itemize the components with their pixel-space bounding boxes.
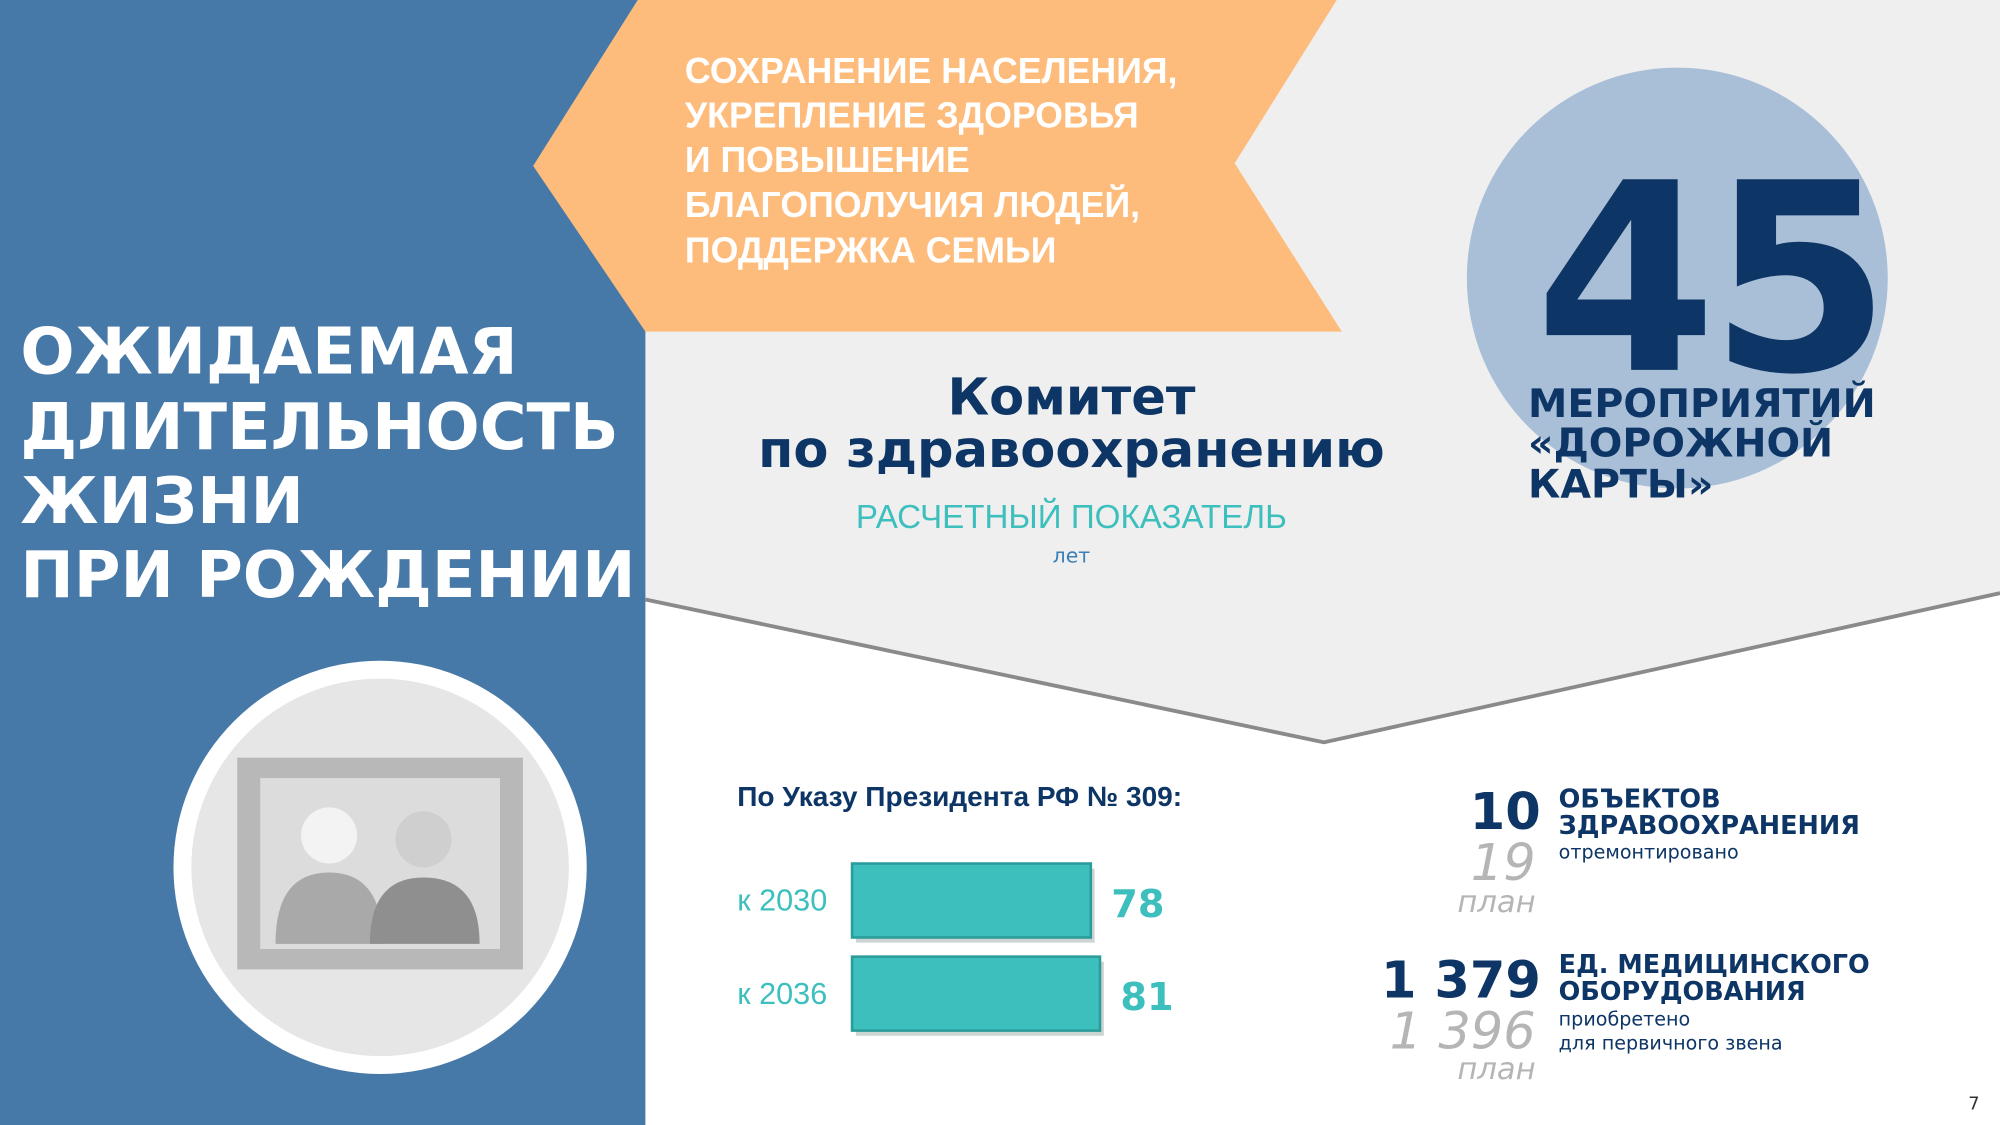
- stat-value: 1 379: [1381, 951, 1541, 1010]
- banner-text: УКРЕПЛЕНИЕ ЗДОРОВЬЯ: [685, 96, 1139, 136]
- stat-title: ОБЪЕКТОВ: [1559, 784, 1721, 814]
- banner-text: И ПОВЫШЕНИЕ: [685, 140, 970, 180]
- stat-title: ЕД. МЕДИЦИНСКОГО: [1559, 950, 1870, 980]
- roadmap-count: 45: [1535, 127, 1884, 432]
- banner-text: СОХРАНЕНИЕ НАСЕЛЕНИЯ,: [685, 51, 1178, 91]
- banner-shape: [533, 0, 1342, 332]
- bar: [850, 862, 1093, 939]
- roadmap-label: МЕРОПРИЯТИЙ: [1528, 380, 1876, 427]
- roadmap-label: «ДОРОЖНОЙ: [1528, 420, 1833, 467]
- indicator: РАСЧЕТНЫЙ ПОКАЗАТЕЛЬ: [856, 498, 1287, 536]
- stat-value: 10: [1470, 783, 1541, 842]
- roadmap-label: КАРТЫ»: [1528, 461, 1713, 507]
- committee: Комитет: [947, 369, 1195, 428]
- left-title: ОЖИДАЕМАЯ: [20, 316, 517, 390]
- stat-note: для первичного звена: [1559, 1032, 1783, 1055]
- left-title: ДЛИТЕЛЬНОСТЬ: [20, 391, 618, 465]
- bar-value: 78: [1111, 882, 1164, 927]
- bar-category: к 2030: [737, 884, 827, 918]
- left-title: ЖИЗНИ: [20, 465, 303, 539]
- bar-group: к 2030 78 к 2036 81: [737, 862, 1174, 1036]
- photo-icon: [173, 660, 587, 1074]
- bar: [850, 955, 1102, 1032]
- decree-title: По Указу Президента РФ № 309:: [737, 781, 1182, 812]
- banner-text: БЛАГОПОЛУЧИЯ ЛЮДЕЙ,: [685, 185, 1140, 225]
- bar-value: 81: [1120, 975, 1173, 1020]
- stat-note: отремонтировано: [1559, 840, 1739, 863]
- stat-plan-word: план: [1457, 1052, 1535, 1087]
- accent-circle: [1466, 67, 1888, 489]
- stat-plan: 19: [1471, 834, 1536, 893]
- stat-title: ЗДРАВООХРАНЕНИЯ: [1559, 811, 1860, 841]
- left-title: ПРИ РОЖДЕНИИ: [20, 539, 635, 613]
- banner-text: ПОДДЕРЖКА СЕМЬИ: [685, 231, 1056, 271]
- bar-category: к 2036: [737, 977, 827, 1011]
- committee: по здравоохранению: [758, 421, 1385, 480]
- stat-note: приобретено: [1559, 1008, 1691, 1031]
- chevron-edge: [645, 591, 2000, 745]
- page-number: 7: [1968, 1094, 1979, 1115]
- stat-plan-word: план: [1457, 885, 1535, 920]
- unit: лет: [1053, 544, 1091, 568]
- stat-plan: 1 396: [1390, 1002, 1536, 1061]
- stat-title: ОБОРУДОВАНИЯ: [1559, 977, 1806, 1007]
